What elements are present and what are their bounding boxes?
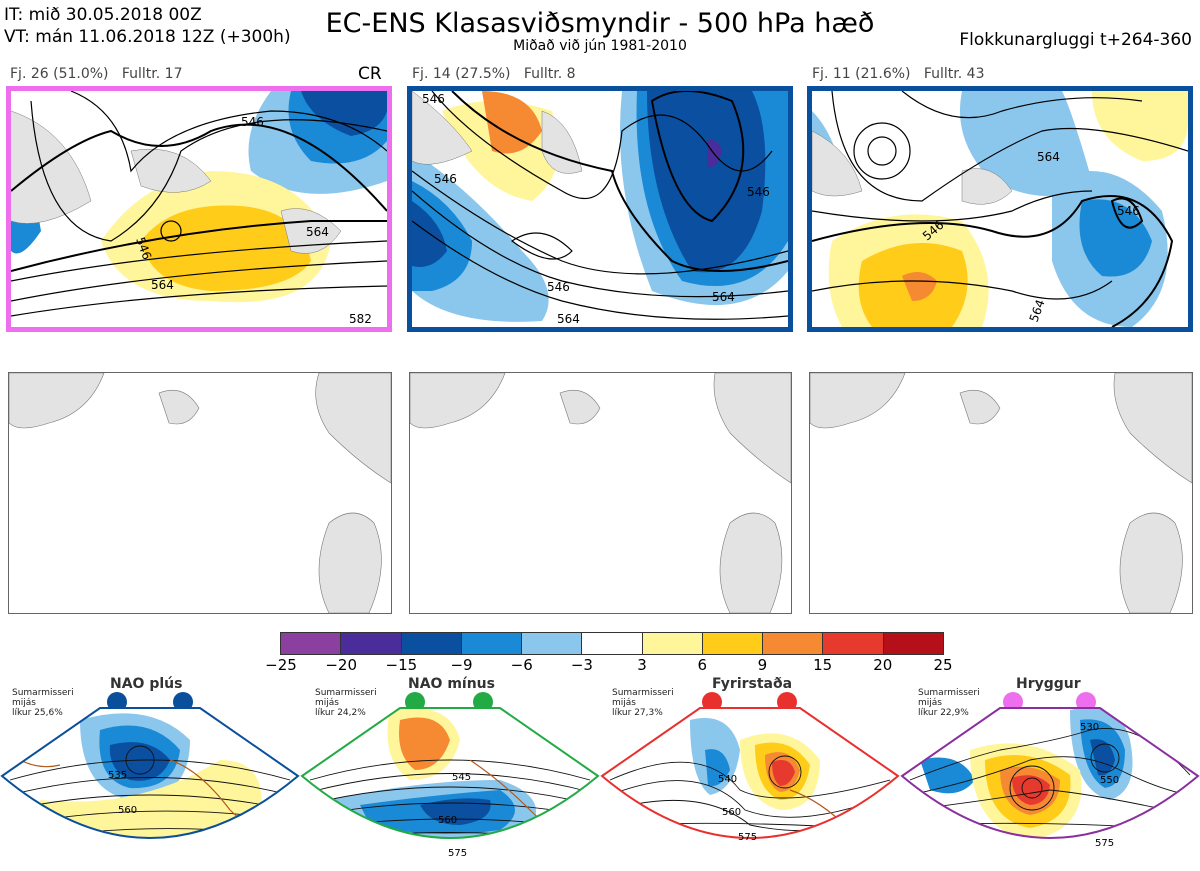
- regime-title-ridge: Hryggur: [1016, 676, 1081, 692]
- sector-map-blocking: [602, 708, 898, 838]
- colorbar-tick-label: −9: [450, 656, 473, 674]
- regime-note-ridge: Sumarmisseri mijás líkur 22,9%: [918, 688, 980, 718]
- regime-title-nao-minus: NAO mínus: [408, 676, 495, 692]
- init-time: IT: mið 30.05.2018 00Z: [4, 5, 202, 25]
- contour-label: 575: [738, 832, 757, 843]
- panel-1-label: Fj. 26 (51.0%) Fulltr. 17: [10, 66, 183, 82]
- colorbar-segment: [582, 633, 643, 654]
- colorbar-segment: [401, 633, 462, 654]
- colorbar-tick-label: 9: [757, 656, 768, 674]
- contour-label: 575: [1095, 838, 1114, 849]
- colorbar-segment: [642, 633, 703, 654]
- sector-map-nao-minus: [302, 708, 598, 838]
- panel-1-tag: CR: [358, 64, 382, 84]
- colorbar-segment: [341, 633, 402, 654]
- cluster-map-3: 546 546 564 564: [807, 86, 1193, 332]
- regime-title-nao-plus: NAO plús: [110, 676, 183, 692]
- regime-sectors: 535 560 545 560 575: [0, 707, 1200, 859]
- regime-note-nao-minus: Sumarmisseri mijás líkur 24,2%: [315, 688, 377, 718]
- empty-map-3: [809, 372, 1193, 614]
- colorbar-segment: [823, 633, 884, 654]
- cluster-map-1: 546 546 564 564 582: [6, 86, 392, 332]
- contour-label: 546: [422, 92, 445, 106]
- cluster-map-2: 546 546 546 546 564 564: [407, 86, 793, 332]
- panel-2-label: Fj. 14 (27.5%) Fulltr. 8: [412, 66, 576, 82]
- valid-time: VT: mán 11.06.2018 12Z (+300h): [4, 27, 291, 47]
- contour-label: 560: [438, 815, 457, 826]
- contour-label: 560: [722, 807, 741, 818]
- colorbar-tick-label: 15: [813, 656, 833, 674]
- colorbar: [280, 632, 944, 655]
- contour-label: 535: [108, 770, 127, 781]
- panel-3-label: Fj. 11 (21.6%) Fulltr. 43: [812, 66, 985, 82]
- colorbar-segment: [763, 633, 824, 654]
- contour-label: 564: [557, 312, 580, 326]
- colorbar-tick-label: −15: [385, 656, 418, 674]
- page-subtitle: Miðað við jún 1981-2010: [513, 38, 687, 54]
- sector-map-nao-plus: [2, 708, 298, 838]
- contour-label: 550: [1100, 775, 1119, 786]
- contour-label: 546: [747, 185, 770, 199]
- contour-label: 545: [452, 772, 471, 783]
- contour-label: 582: [349, 312, 372, 326]
- contour-label: 575: [448, 848, 467, 859]
- contour-label: 564: [151, 278, 174, 292]
- empty-map-1: [8, 372, 392, 614]
- colorbar-segment: [461, 633, 523, 654]
- contour-label: 546: [241, 115, 264, 129]
- contour-label: 560: [118, 805, 137, 816]
- regime-note-nao-plus: Sumarmisseri mijás líkur 25,6%: [12, 688, 74, 718]
- contour-label: 564: [1027, 298, 1048, 324]
- colorbar-segment: [281, 633, 342, 654]
- colorbar-tick-label: −20: [325, 656, 357, 674]
- sector-map-ridge: [902, 708, 1198, 838]
- colorbar-segment: [702, 633, 764, 654]
- contour-label: 530: [1080, 722, 1099, 733]
- colorbar-tick-label: 20: [873, 656, 893, 674]
- contour-label: 546: [547, 280, 570, 294]
- contour-label: 540: [718, 774, 737, 785]
- regime-title-blocking: Fyrirstaða: [712, 676, 793, 692]
- contour-label: 564: [306, 225, 329, 239]
- contour-label: 564: [1037, 150, 1060, 164]
- colorbar-tick-label: −3: [570, 656, 593, 674]
- regime-note-blocking: Sumarmisseri mijás líkur 27,3%: [612, 688, 674, 718]
- contour-label: 564: [712, 290, 735, 304]
- classification-window: Flokkunargluggi t+264-360: [959, 30, 1192, 50]
- empty-map-2: [409, 372, 792, 614]
- colorbar-tick-label: −6: [510, 656, 533, 674]
- colorbar-tick-label: 25: [933, 656, 953, 674]
- colorbar-segment: [522, 633, 583, 654]
- page-title: EC-ENS Klasasviðsmyndir - 500 hPa hæð: [325, 8, 875, 39]
- colorbar-segment: [883, 633, 943, 654]
- contour-label: 546: [434, 172, 457, 186]
- colorbar-tick-label: 6: [697, 656, 708, 674]
- header-times: IT: mið 30.05.2018 00Z VT: mán 11.06.201…: [4, 4, 291, 48]
- colorbar-tick-label: 3: [637, 656, 647, 674]
- colorbar-tick-label: −25: [265, 656, 297, 674]
- contour-label: 546: [1117, 204, 1140, 218]
